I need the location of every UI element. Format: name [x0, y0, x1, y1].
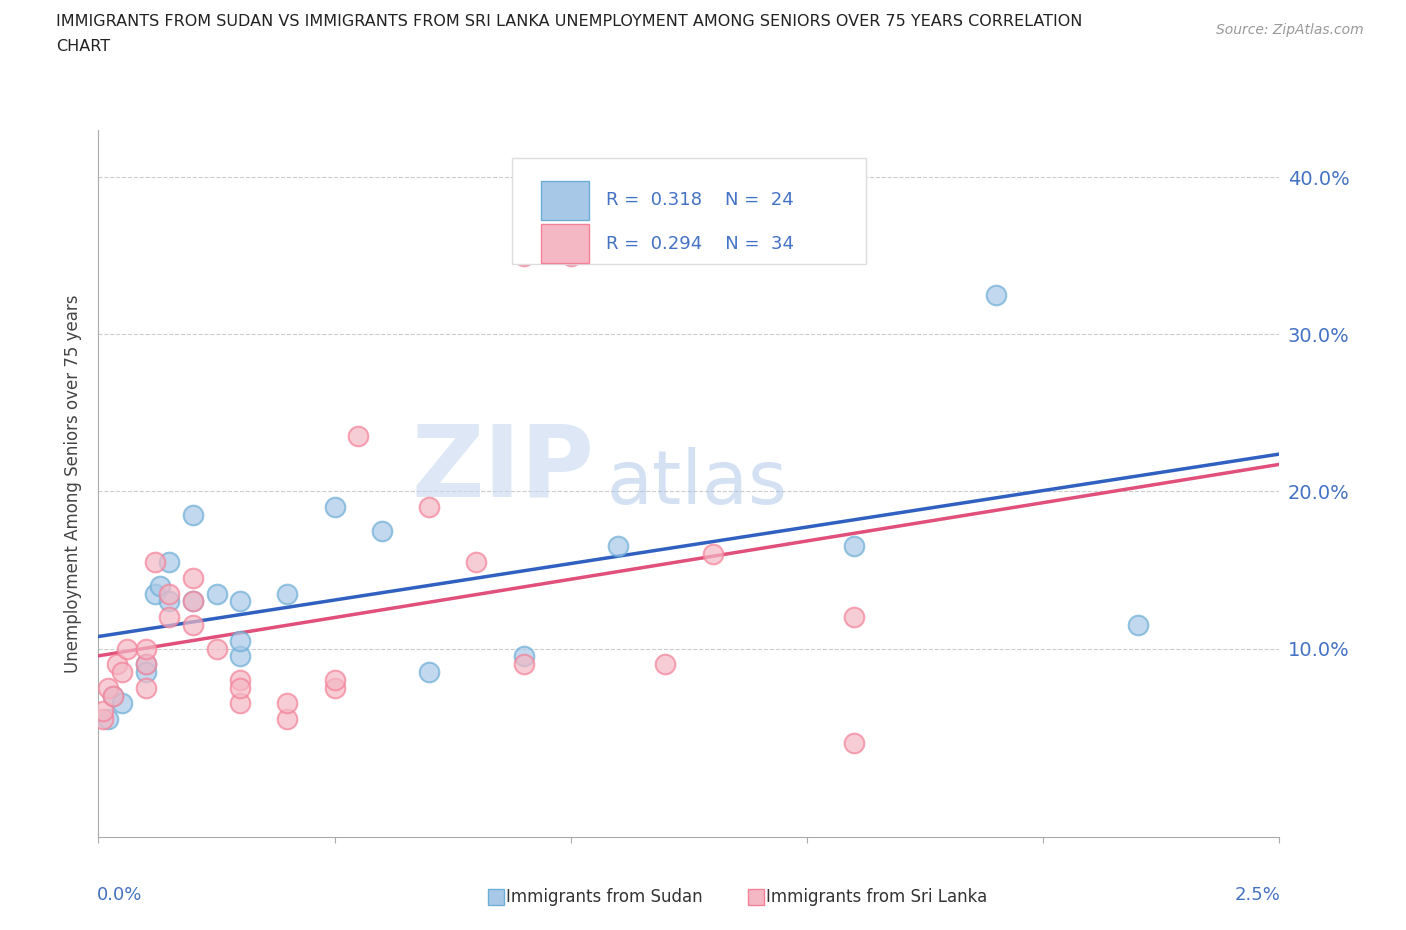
Point	[105, 657, 128, 671]
Text: Immigrants from Sudan: Immigrants from Sudan	[506, 888, 703, 906]
Point	[157, 594, 180, 609]
Point	[984, 287, 1007, 302]
Point	[157, 554, 180, 569]
Bar	[488, 889, 503, 905]
Point	[91, 711, 114, 726]
Point	[347, 429, 370, 444]
Text: ZIP: ZIP	[412, 421, 595, 518]
Bar	[541, 224, 589, 263]
Point	[229, 594, 252, 609]
Point	[135, 657, 157, 671]
Point	[205, 641, 228, 656]
Point	[91, 704, 114, 719]
Y-axis label: Unemployment Among Seniors over 75 years: Unemployment Among Seniors over 75 years	[65, 295, 83, 672]
Point	[371, 524, 394, 538]
Point	[181, 570, 204, 585]
Point	[101, 688, 124, 703]
Point	[844, 610, 866, 625]
Point	[323, 681, 346, 696]
Point	[229, 696, 252, 711]
Point	[157, 586, 180, 601]
Point	[205, 586, 228, 601]
Text: Immigrants from Sri Lanka: Immigrants from Sri Lanka	[766, 888, 987, 906]
Point	[418, 665, 440, 680]
FancyBboxPatch shape	[512, 158, 866, 264]
Point	[97, 681, 120, 696]
Point	[276, 586, 298, 601]
Point	[181, 594, 204, 609]
Point	[654, 657, 676, 671]
Point	[135, 641, 157, 656]
Bar	[541, 181, 589, 219]
Point	[135, 657, 157, 671]
Point	[512, 649, 534, 664]
Text: Source: ZipAtlas.com: Source: ZipAtlas.com	[1216, 23, 1364, 37]
Point	[229, 649, 252, 664]
Point	[323, 499, 346, 514]
Text: CHART: CHART	[56, 39, 110, 54]
Point	[149, 578, 172, 593]
Point	[135, 681, 157, 696]
Text: IMMIGRANTS FROM SUDAN VS IMMIGRANTS FROM SRI LANKA UNEMPLOYMENT AMONG SENIORS OV: IMMIGRANTS FROM SUDAN VS IMMIGRANTS FROM…	[56, 14, 1083, 29]
Point	[512, 248, 534, 263]
Point	[97, 711, 120, 726]
Point	[560, 248, 582, 263]
Point	[157, 610, 180, 625]
Point	[181, 508, 204, 523]
Point	[229, 681, 252, 696]
Point	[844, 539, 866, 554]
Point	[115, 641, 138, 656]
Point	[1126, 618, 1149, 632]
Point	[702, 547, 724, 562]
Point	[844, 736, 866, 751]
Point	[143, 554, 166, 569]
Point	[607, 539, 630, 554]
Point	[143, 586, 166, 601]
Point	[418, 499, 440, 514]
Point	[323, 672, 346, 687]
Point	[276, 711, 298, 726]
Text: atlas: atlas	[606, 447, 787, 520]
Text: 0.0%: 0.0%	[97, 886, 142, 905]
Point	[276, 696, 298, 711]
Point	[111, 665, 134, 680]
Text: R =  0.294    N =  34: R = 0.294 N = 34	[606, 234, 794, 253]
Point	[229, 633, 252, 648]
Point	[465, 554, 488, 569]
Point	[181, 594, 204, 609]
Point	[101, 688, 124, 703]
Point	[512, 657, 534, 671]
Bar	[748, 889, 763, 905]
Point	[181, 618, 204, 632]
Point	[135, 665, 157, 680]
Point	[229, 672, 252, 687]
Text: R =  0.318    N =  24: R = 0.318 N = 24	[606, 192, 794, 209]
Point	[111, 696, 134, 711]
Text: 2.5%: 2.5%	[1234, 886, 1281, 905]
